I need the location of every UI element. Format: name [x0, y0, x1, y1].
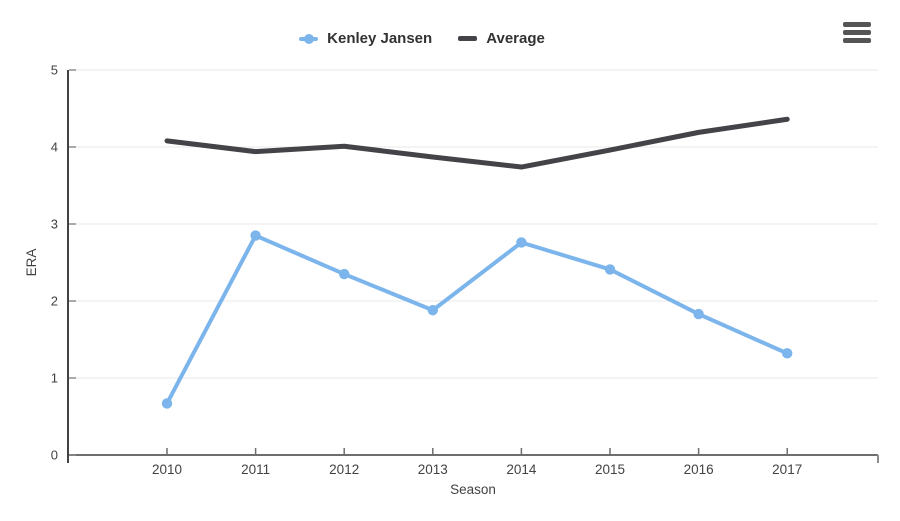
x-tick-label: 2014 — [506, 462, 537, 477]
x-tick-label: 2011 — [241, 462, 270, 477]
line-marker-icon — [299, 33, 319, 44]
data-point-kenley-jansen-2014[interactable] — [516, 237, 527, 248]
data-point-kenley-jansen-2013[interactable] — [427, 305, 438, 316]
series-line-kenley-jansen — [165, 233, 790, 406]
y-tick-label: 0 — [51, 448, 58, 463]
x-tick-label: 2010 — [152, 462, 182, 477]
x-axis-title: Season — [450, 482, 496, 497]
legend-label: Kenley Jansen — [327, 30, 433, 47]
legend-item-kenley-jansen[interactable]: Kenley Jansen — [299, 30, 432, 47]
legend-label: Average — [486, 30, 545, 47]
x-tick-label: 2012 — [329, 462, 359, 477]
hamburger-icon — [843, 30, 871, 35]
data-point-kenley-jansen-2011[interactable] — [250, 230, 261, 241]
y-tick-label: 4 — [51, 140, 58, 155]
line-marker-icon — [458, 36, 478, 41]
data-point-kenley-jansen-2016[interactable] — [693, 308, 704, 320]
y-axis-title: ERA — [24, 249, 39, 277]
x-tick-label: 2015 — [595, 462, 625, 477]
x-tick-label: 2016 — [684, 462, 714, 477]
x-tick-label: 2017 — [772, 462, 802, 477]
hamburger-icon — [843, 38, 871, 43]
chart-legend: Kenley Jansen Average — [0, 30, 844, 47]
data-point-kenley-jansen-2017[interactable] — [782, 348, 793, 359]
chart-context-menu-button[interactable] — [843, 22, 871, 43]
data-point-kenley-jansen-2012[interactable] — [339, 268, 350, 280]
data-point-kenley-jansen-2010[interactable] — [161, 398, 173, 409]
y-tick-label: 5 — [51, 63, 58, 78]
hamburger-icon — [843, 22, 871, 27]
point-marker-icon — [303, 33, 314, 44]
series-line-average — [164, 116, 790, 170]
x-tick-label: 2013 — [418, 462, 448, 477]
y-tick-label: 2 — [51, 294, 58, 309]
y-tick-label: 1 — [51, 371, 58, 386]
data-point-kenley-jansen-2015[interactable] — [604, 264, 616, 275]
y-tick-label: 3 — [51, 217, 58, 232]
legend-item-average[interactable]: Average — [458, 30, 545, 47]
